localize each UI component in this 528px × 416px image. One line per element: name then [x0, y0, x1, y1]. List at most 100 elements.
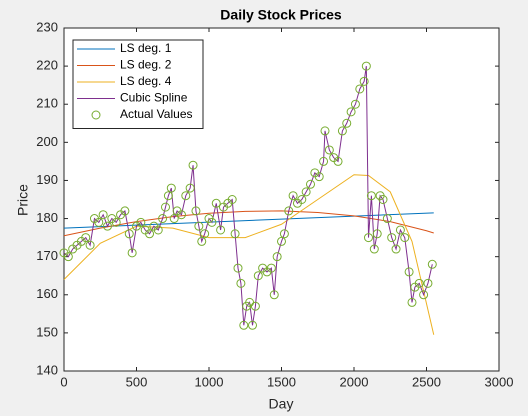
series-line — [63, 66, 433, 326]
data-point — [136, 217, 146, 227]
data-point — [277, 236, 286, 246]
data-point — [301, 187, 311, 197]
y-tick-label: 230 — [36, 19, 58, 34]
data-point — [269, 290, 279, 300]
y-tick-label: 180 — [36, 210, 58, 225]
x-tick-label: 0 — [60, 374, 67, 389]
data-point — [94, 217, 104, 227]
x-tick-label: 500 — [126, 374, 148, 389]
data-point — [250, 301, 260, 311]
data-point — [81, 233, 91, 243]
data-point — [103, 221, 112, 231]
y-tick-label: 200 — [36, 134, 58, 149]
x-tick-label: 3000 — [485, 374, 514, 389]
data-point — [361, 61, 371, 71]
data-point — [419, 290, 429, 300]
data-point — [185, 183, 195, 193]
data-point — [176, 210, 186, 220]
data-point — [279, 229, 289, 239]
data-point — [85, 240, 95, 250]
data-point — [216, 225, 226, 235]
y-tick-label: 190 — [36, 172, 58, 187]
data-point — [239, 320, 249, 330]
data-point — [320, 126, 330, 136]
data-point — [145, 229, 155, 239]
x-tick-label: 2000 — [340, 374, 369, 389]
x-tick-label: 1000 — [195, 374, 224, 389]
data-point — [227, 195, 237, 204]
legend-label: Actual Values — [120, 107, 193, 121]
x-tick-label: 1500 — [267, 374, 296, 389]
data-point — [288, 191, 298, 201]
data-point — [346, 107, 356, 117]
data-point — [207, 217, 217, 227]
data-point — [236, 278, 246, 288]
data-point — [153, 225, 163, 235]
data-point — [111, 217, 121, 227]
data-point — [306, 179, 315, 189]
data-point — [284, 206, 294, 216]
data-point — [158, 214, 168, 224]
x-tick-label: 2500 — [412, 374, 441, 389]
data-point — [342, 118, 352, 128]
data-point — [355, 84, 365, 94]
axes-box — [63, 27, 500, 372]
data-point — [248, 320, 257, 330]
data-point — [333, 156, 343, 166]
data-point — [169, 214, 179, 224]
data-point — [297, 195, 307, 204]
data-point — [378, 195, 388, 204]
data-point — [350, 99, 360, 109]
data-point — [120, 206, 130, 216]
data-point — [404, 267, 414, 277]
data-point — [188, 160, 198, 170]
legend-box — [72, 39, 204, 129]
data-point — [200, 229, 210, 239]
data-point — [266, 263, 276, 273]
legend-marker — [91, 110, 101, 120]
chart-title: Daily Stock Prices — [220, 7, 342, 23]
y-tick-label: 150 — [36, 324, 58, 339]
data-point — [163, 191, 173, 201]
data-point — [191, 206, 201, 216]
data-point — [98, 210, 108, 220]
data-point — [127, 248, 137, 258]
data-point — [161, 202, 170, 212]
series-line — [63, 210, 434, 237]
data-point — [319, 156, 329, 166]
data-point — [230, 229, 240, 239]
data-point — [314, 172, 324, 182]
legend-label: LS deg. 2 — [120, 58, 172, 72]
y-tick-label: 140 — [36, 362, 58, 377]
data-point — [233, 263, 243, 273]
legend-label: LS deg. 1 — [120, 41, 172, 55]
legend-label: LS deg. 4 — [120, 74, 172, 88]
legend-label: Cubic Spline — [120, 91, 188, 105]
data-point — [423, 278, 433, 288]
data-point — [427, 259, 437, 269]
data-point — [369, 244, 379, 254]
data-point — [63, 252, 73, 262]
data-point — [272, 252, 282, 262]
data-point — [366, 191, 376, 201]
data-point — [407, 297, 417, 307]
data-point — [253, 271, 263, 281]
data-point — [395, 225, 405, 235]
data-point — [166, 183, 176, 193]
y-tick-label: 220 — [36, 58, 58, 73]
data-point — [324, 145, 334, 155]
data-point — [194, 221, 204, 231]
data-point — [364, 233, 373, 243]
data-point — [414, 278, 424, 288]
y-tick-label: 210 — [36, 96, 58, 111]
data-point — [400, 233, 410, 243]
y-tick-label: 170 — [36, 248, 58, 263]
data-point — [181, 191, 191, 201]
data-point — [382, 214, 392, 224]
data-point — [197, 236, 207, 246]
y-tick-label: 160 — [36, 286, 58, 301]
data-point — [211, 198, 221, 208]
y-axis-label: Price — [15, 184, 31, 216]
data-point — [372, 229, 382, 239]
